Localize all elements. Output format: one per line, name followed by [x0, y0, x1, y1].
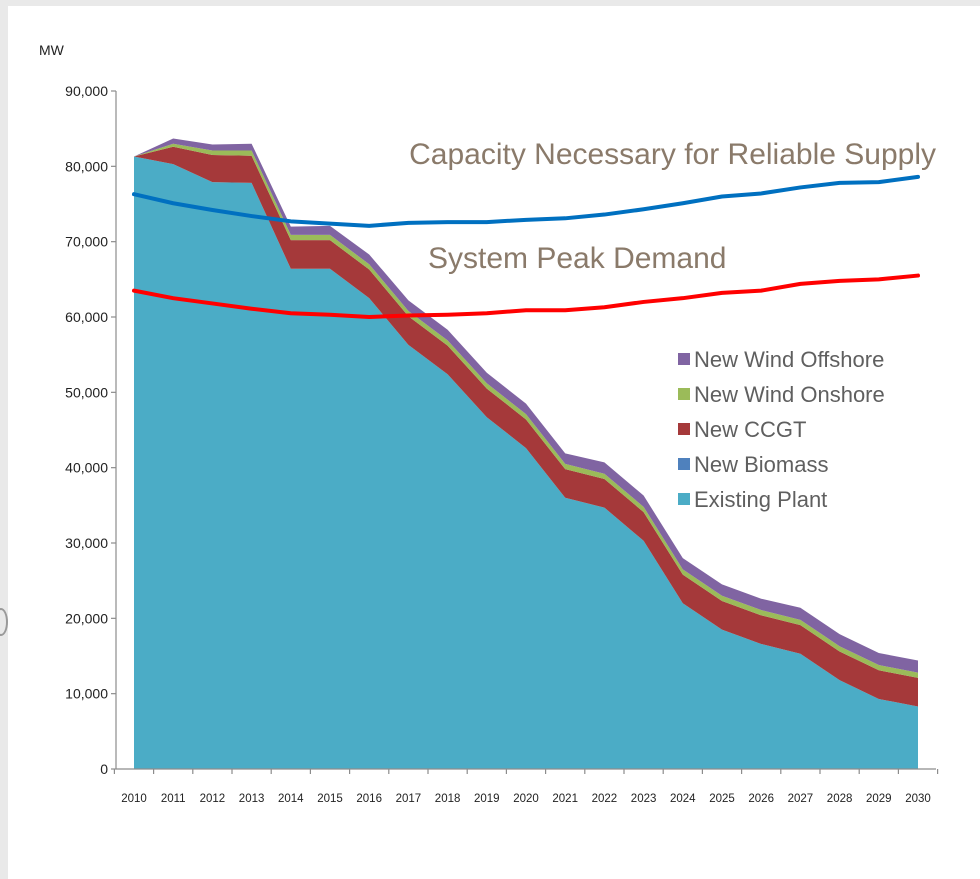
x-tick-label: 2013	[239, 793, 265, 805]
x-tick-label: 2029	[866, 793, 892, 805]
legend-swatch	[678, 458, 690, 470]
y-tick-label: 80,000	[65, 158, 108, 174]
area-existing-plant	[134, 156, 918, 770]
legend-label: New CCGT	[694, 417, 806, 442]
y-tick-label: 40,000	[65, 460, 108, 476]
legend-swatch	[678, 423, 690, 435]
legend-swatch	[678, 388, 690, 400]
legend-label: New Wind Onshore	[694, 382, 885, 407]
x-tick-label: 2011	[161, 793, 186, 805]
x-tick-label: 2019	[474, 793, 500, 805]
y-tick-label: 60,000	[65, 309, 108, 325]
y-tick-label: 90,000	[65, 83, 108, 99]
legend-swatch	[678, 493, 690, 505]
legend-label: New Wind Offshore	[694, 347, 884, 372]
x-tick-label: 2017	[396, 793, 422, 805]
y-tick-label: 30,000	[65, 535, 108, 551]
reference-lines	[132, 174, 920, 319]
x-tick-label: 2025	[709, 793, 735, 805]
y-tick-label: 0	[100, 761, 108, 777]
y-tick-label: 10,000	[65, 686, 108, 702]
capacity-chart: MW 0 10,000 20,000 30,000 40,000 50,000 60,000…	[39, 42, 939, 805]
x-tick-label: 2010	[121, 793, 147, 805]
edge-arc-mark	[0, 608, 8, 636]
x-tick-label: 2015	[317, 793, 343, 805]
x-tick-label: 2016	[356, 793, 382, 805]
chart-card: MW 0 10,000 20,000 30,000 40,000 50,000 60,000…	[8, 6, 980, 879]
x-tick-label: 2027	[788, 793, 814, 805]
y-tick-label: 50,000	[65, 384, 108, 400]
x-tick-label: 2022	[592, 793, 618, 805]
x-tick-label: 2026	[748, 793, 774, 805]
axes: 0 10,000 20,000 30,000 40,000 50,000 60,000 70,…	[65, 83, 939, 805]
x-tick-label: 2018	[435, 793, 461, 805]
area-new-ccgt	[134, 146, 918, 707]
y-unit-label: MW	[39, 42, 65, 58]
line-capacity-necessary-for-reliable-supply	[132, 174, 920, 228]
x-tick-label: 2021	[552, 793, 578, 805]
line-system-peak-demand	[132, 273, 920, 319]
x-tick-label: 2023	[631, 793, 657, 805]
line-annotations: Capacity Necessary for Reliable Supply Sy…	[409, 138, 936, 275]
legend-label: Existing Plant	[694, 487, 827, 512]
y-tick-label: 20,000	[65, 610, 108, 626]
x-tick-label: 2028	[827, 793, 853, 805]
annotation-capacity-necessary-for-reliable-supply: Capacity Necessary for Reliable Supply	[409, 138, 936, 171]
x-tick-label: 2014	[278, 793, 304, 805]
area-new-wind-offshore	[134, 138, 918, 673]
annotation-system-peak-demand: System Peak Demand	[428, 242, 726, 275]
x-tick-label: 2020	[513, 793, 539, 805]
legend-label: New Biomass	[694, 452, 828, 477]
x-tick-label: 2012	[200, 793, 226, 805]
legend: New Wind Offshore New Wind Onshore New CCG…	[678, 347, 885, 512]
x-tick-label: 2030	[905, 793, 931, 805]
y-tick-label: 70,000	[65, 234, 108, 250]
legend-swatch	[678, 353, 690, 365]
stacked-areas	[134, 138, 918, 770]
x-tick-label: 2024	[670, 793, 696, 805]
